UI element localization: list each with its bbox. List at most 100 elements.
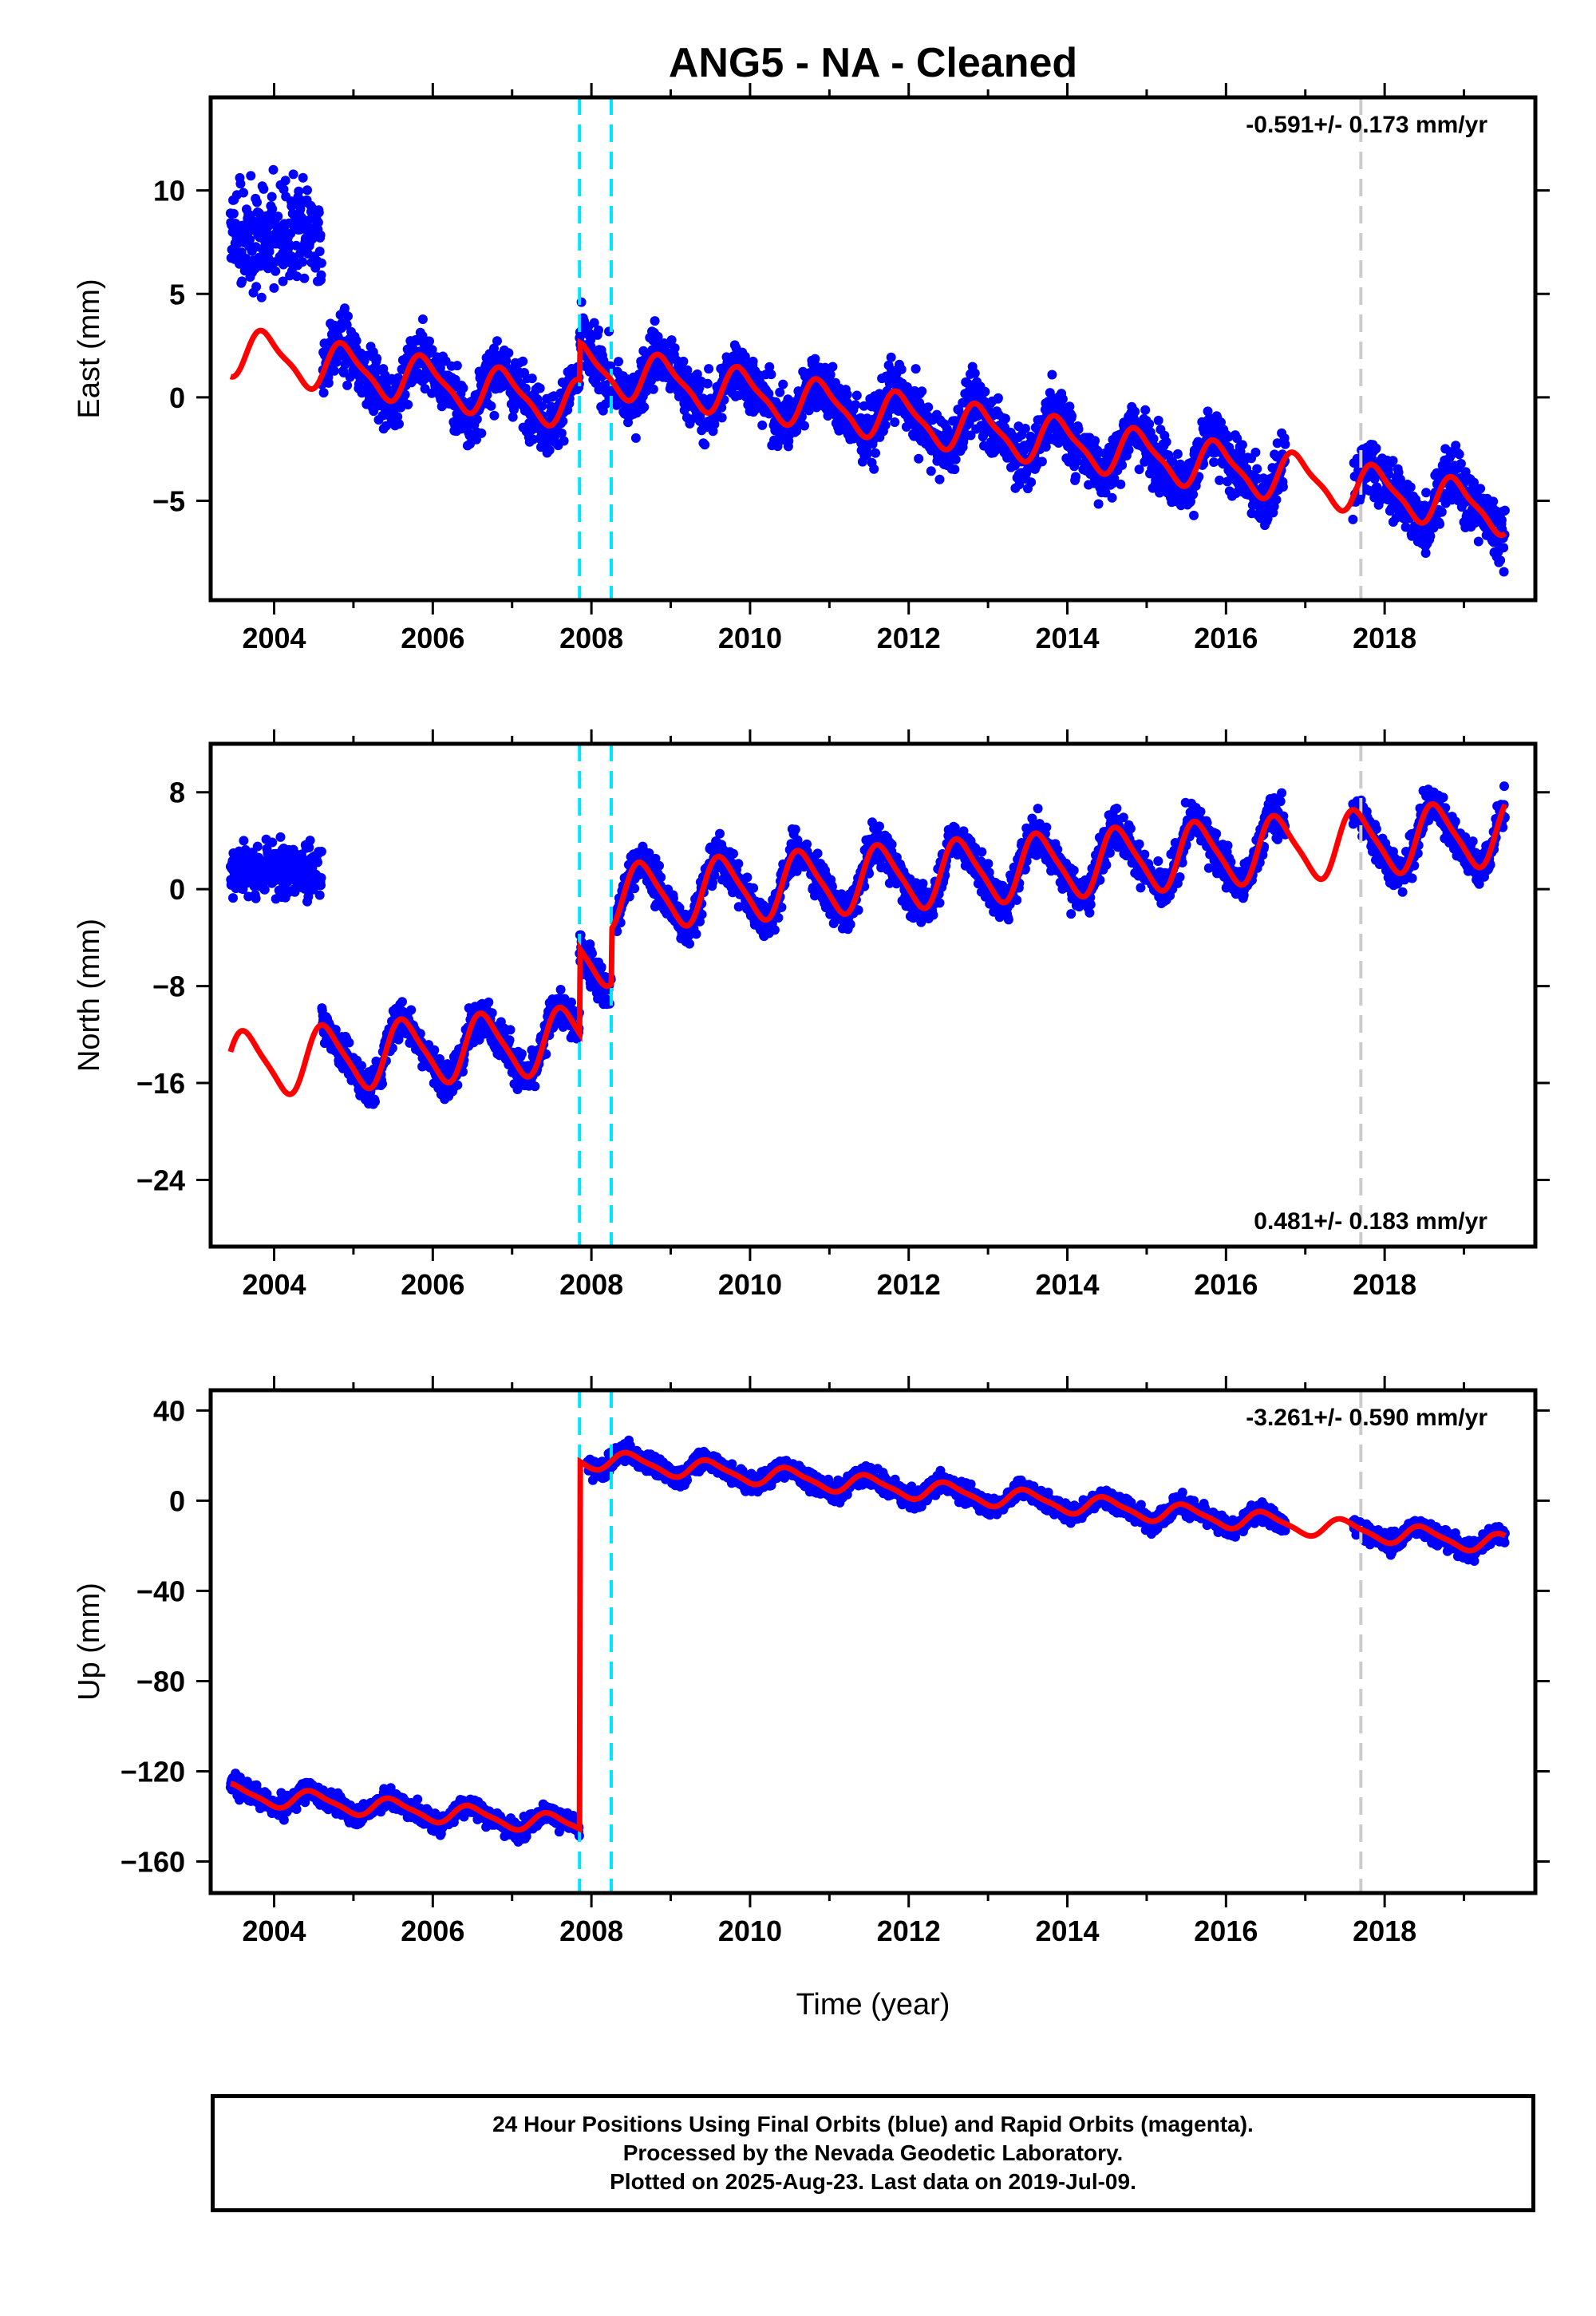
data-point	[357, 1061, 366, 1071]
data-point	[1376, 495, 1386, 505]
data-point	[810, 354, 820, 364]
data-point	[1065, 401, 1075, 412]
data-point	[417, 314, 428, 324]
data-point	[273, 211, 283, 222]
data-point	[980, 386, 990, 397]
data-point	[1167, 456, 1178, 466]
data-point	[302, 185, 312, 196]
data-point	[842, 389, 852, 400]
data-point	[630, 433, 641, 443]
data-point	[406, 1005, 417, 1015]
data-point	[650, 853, 661, 864]
x-tick-label: 2012	[877, 622, 941, 654]
data-point	[394, 419, 404, 429]
data-point	[288, 169, 298, 180]
data-point	[275, 832, 286, 842]
y-tick-label: −5	[152, 485, 185, 518]
data-point	[587, 948, 597, 958]
data-point	[316, 270, 326, 280]
data-point	[648, 384, 658, 394]
data-point	[654, 860, 664, 871]
data-point	[508, 412, 518, 422]
data-point	[717, 413, 727, 423]
data-point	[1020, 424, 1030, 433]
data-point	[966, 430, 976, 441]
data-point	[535, 383, 545, 393]
data-point	[505, 1025, 516, 1035]
data-point	[344, 1037, 354, 1048]
data-point	[1388, 456, 1398, 466]
plot-area-north	[225, 744, 1510, 1247]
data-point	[682, 365, 693, 375]
data-point	[228, 893, 238, 903]
data-point	[340, 303, 350, 314]
data-point	[393, 1034, 404, 1045]
x-tick-label: 2014	[1035, 622, 1099, 654]
data-point	[1047, 370, 1057, 380]
data-point	[314, 890, 325, 900]
data-point	[666, 335, 677, 346]
data-point	[280, 176, 290, 186]
data-point	[733, 859, 744, 869]
data-point	[653, 331, 663, 342]
data-point	[639, 402, 650, 413]
data-point	[316, 880, 326, 891]
data-point	[704, 364, 714, 374]
data-point	[917, 386, 927, 397]
data-point	[472, 414, 482, 425]
data-point	[512, 1085, 523, 1094]
data-point	[239, 188, 248, 198]
data-point	[1116, 479, 1126, 489]
data-point	[1252, 464, 1262, 474]
data-point	[299, 273, 310, 283]
y-tick-label: 5	[169, 278, 185, 310]
data-point	[729, 351, 738, 362]
data-point	[923, 402, 934, 413]
data-point	[246, 171, 256, 181]
data-point	[313, 217, 323, 227]
data-point	[695, 916, 705, 927]
data-point	[308, 884, 318, 895]
data-point	[604, 998, 614, 1009]
data-point	[769, 925, 780, 935]
data-point	[1473, 536, 1483, 547]
data-point	[1436, 507, 1447, 517]
data-point	[773, 913, 784, 923]
data-point	[764, 389, 774, 399]
data-point	[1348, 514, 1358, 524]
data-point	[1107, 492, 1117, 503]
data-point	[509, 405, 519, 415]
data-point	[267, 204, 278, 214]
data-point	[1476, 484, 1486, 494]
data-point	[1421, 488, 1432, 498]
data-point	[630, 883, 640, 894]
data-point	[644, 848, 654, 858]
x-tick-label: 2004	[242, 622, 306, 654]
data-point	[544, 445, 555, 455]
data-point	[318, 388, 329, 398]
data-point	[1232, 433, 1242, 444]
data-point	[950, 464, 960, 475]
data-point	[749, 883, 759, 893]
data-point	[228, 208, 239, 219]
data-point	[527, 373, 537, 384]
data-point	[298, 257, 308, 267]
data-point	[678, 356, 689, 366]
data-point	[772, 441, 783, 452]
data-point	[896, 364, 907, 374]
data-point	[315, 230, 326, 240]
data-point	[501, 355, 512, 366]
data-point	[259, 184, 269, 194]
y-tick-label: 0	[169, 381, 185, 414]
panel-east: 2004 2006 2008 2010 2012 2014 2016 2018−50510Ea…	[73, 83, 1550, 654]
model-fit-line	[229, 327, 1507, 539]
data-point	[1237, 440, 1247, 450]
data-point	[476, 428, 487, 438]
x-tick-label: 2008	[559, 622, 623, 654]
data-point	[709, 419, 720, 429]
data-point	[700, 440, 710, 450]
data-point	[530, 1081, 540, 1092]
data-point	[851, 400, 860, 410]
data-points-north	[225, 781, 1510, 1109]
data-point	[235, 179, 246, 189]
